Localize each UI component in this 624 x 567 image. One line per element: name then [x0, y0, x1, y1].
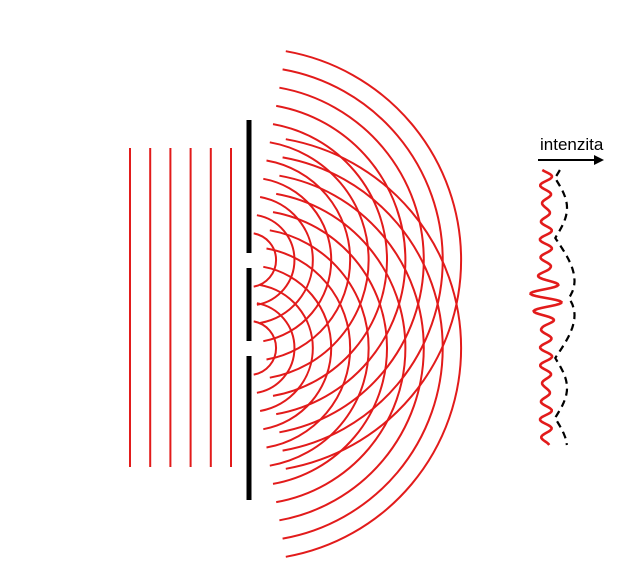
- lower-slit-wavefront: [272, 211, 389, 485]
- lower-slit-wavefront: [263, 265, 333, 431]
- intensity-axis-label: intenzita: [540, 135, 604, 154]
- lower-slit-wavefront: [276, 192, 407, 504]
- upper-slit-wavefront: [256, 214, 296, 306]
- lower-slit-wavefront: [266, 247, 352, 449]
- upper-slit-wavefront: [259, 196, 314, 324]
- upper-slit-wavefront: [269, 141, 370, 379]
- lower-slit-wavefront: [279, 174, 425, 522]
- lower-slit-wavefront: [259, 284, 314, 412]
- lower-slit-wavefront: [256, 302, 296, 394]
- diffracted-circular-waves: [253, 50, 463, 558]
- lower-slit-wavefront: [285, 138, 463, 558]
- intensity-pattern-curve: [529, 168, 563, 446]
- arrow-head-icon: [594, 155, 604, 165]
- lower-slit-wavefront: [269, 229, 370, 467]
- upper-slit-wavefront: [266, 159, 352, 361]
- upper-slit-wavefront: [253, 232, 278, 288]
- incoming-plane-waves: [129, 148, 232, 467]
- intensity-envelope-dashed: [553, 169, 576, 446]
- intensity-plot: intenzita: [529, 135, 604, 446]
- lower-slit-wavefront: [253, 320, 278, 376]
- upper-slit-wavefront: [276, 104, 407, 416]
- upper-slit-wavefront: [285, 50, 463, 470]
- lower-slit-wavefront: [282, 156, 444, 540]
- upper-slit-wavefront: [279, 86, 425, 434]
